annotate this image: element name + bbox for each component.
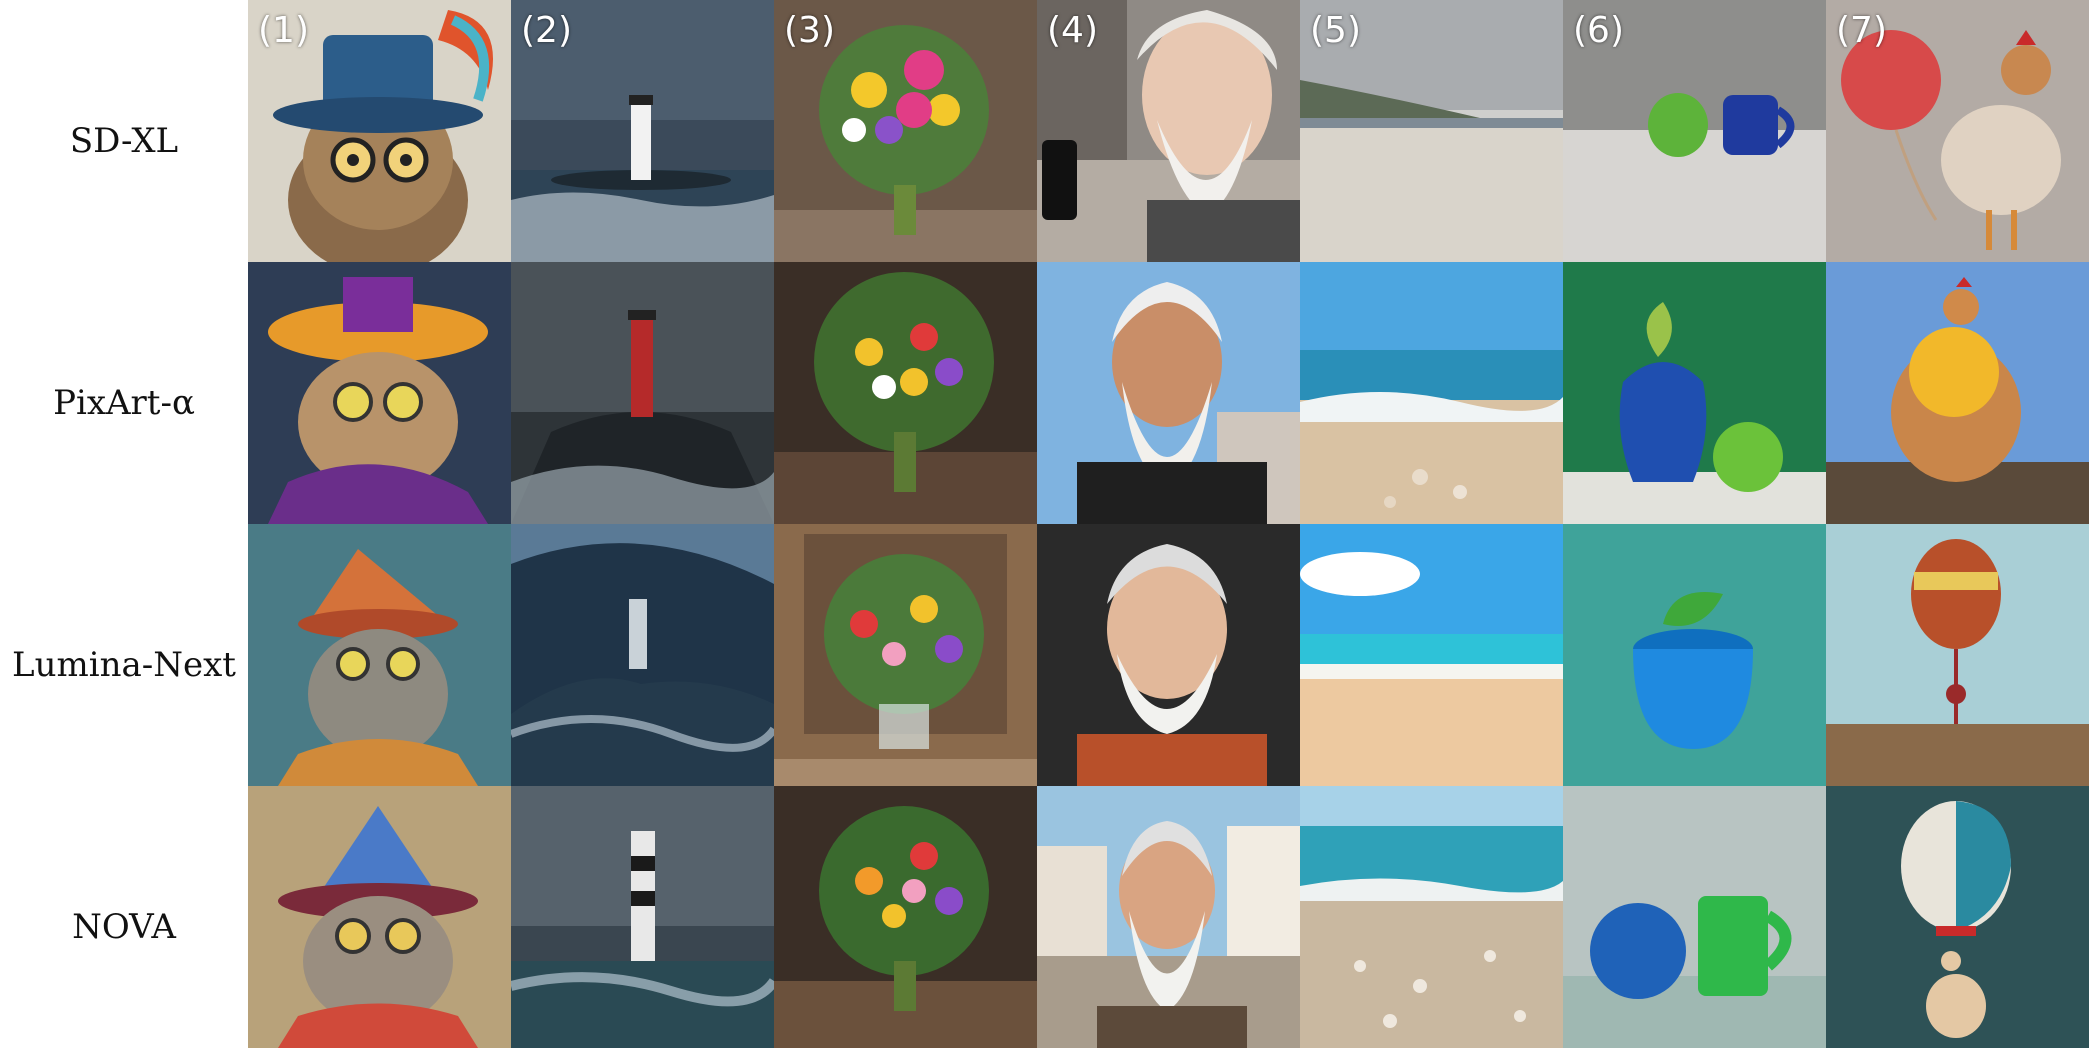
column-number-5: (5) [1310,10,1361,51]
image-nova-old-man [1037,786,1300,1048]
image-pixart-vase-apple [1563,262,1826,524]
image-sdxl-chicken-balloon: (7) [1826,0,2089,262]
row-label-nova: NOVA [72,907,176,947]
image-sdxl-lighthouse: (2) [511,0,774,262]
image-lumina-cat [248,524,511,786]
image-lumina-old-man [1037,524,1300,786]
image-pixart-bouquet [774,262,1037,524]
image-nova-beach [1300,786,1563,1048]
image-lumina-bowl-leaf [1563,524,1826,786]
image-lumina-lighthouse [511,524,774,786]
image-sdxl-beach: (5) [1300,0,1563,262]
image-nova-cat [248,786,511,1048]
row-label-sdxl: SD-XL [69,121,179,161]
image-pixart-beach [1300,262,1563,524]
image-nova-apple-mug [1563,786,1826,1048]
image-lumina-balloon [1826,524,2089,786]
image-nova-bouquet [774,786,1037,1048]
column-number-2: (2) [521,10,572,51]
image-sdxl-bouquet: (3) [774,0,1037,262]
row-label-pixart: PixArt-α [53,383,195,423]
row-label-lumina: Lumina-Next [12,645,236,685]
column-number-3: (3) [784,10,835,51]
image-pixart-lighthouse [511,262,774,524]
image-sdxl-apple-cup: (6) [1563,0,1826,262]
image-sdxl-cat: (1) [248,0,511,262]
column-number-6: (6) [1573,10,1624,51]
column-number-7: (7) [1836,10,1887,51]
image-pixart-old-man [1037,262,1300,524]
image-nova-balloon-chicken [1826,786,2089,1048]
image-nova-lighthouse [511,786,774,1048]
column-number-4: (4) [1047,10,1098,51]
image-sdxl-old-man: (4) [1037,0,1300,262]
image-pixart-chicken-balloon [1826,262,2089,524]
column-number-1: (1) [258,10,309,51]
image-lumina-beach [1300,524,1563,786]
image-pixart-cat [248,262,511,524]
image-lumina-bouquet [774,524,1037,786]
